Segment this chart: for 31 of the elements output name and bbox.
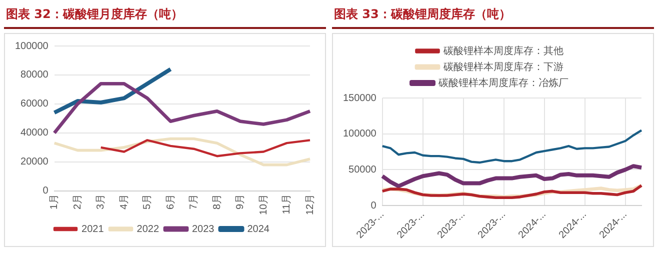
x-tick-label: 1月 bbox=[49, 194, 60, 210]
y-tick-label: 80000 bbox=[20, 70, 49, 81]
y-tick-label: 0 bbox=[42, 186, 49, 197]
y-tick-label: 20000 bbox=[20, 156, 49, 168]
y-tick-label: 100000 bbox=[342, 128, 377, 140]
y-tick-label: 100000 bbox=[14, 40, 49, 52]
legend-label: 2021 bbox=[82, 224, 104, 235]
x-tick-label: 9月 bbox=[235, 194, 246, 210]
x-tick-label: 6月 bbox=[165, 194, 176, 210]
x-tick-label: 5月 bbox=[142, 194, 154, 210]
y-tick-label: 150000 bbox=[342, 92, 377, 104]
x-tick-label: 10月 bbox=[258, 194, 270, 215]
chart-title: 图表 33：碳酸锂周度库存（吨） bbox=[332, 4, 654, 29]
y-tick-label: 50000 bbox=[348, 164, 377, 176]
legend-label: 2022 bbox=[136, 224, 160, 235]
y-tick-label: 0 bbox=[370, 200, 377, 212]
legend-label: 碳酸锂样本周度库存：下游 bbox=[442, 60, 564, 73]
y-tick-label: 60000 bbox=[20, 98, 49, 110]
x-tick-label: 2月 bbox=[72, 194, 84, 210]
legend-label: 2024 bbox=[247, 224, 270, 235]
legend-label: 2023 bbox=[192, 224, 215, 235]
chart-title: 图表 32：碳酸锂月度库存（吨） bbox=[4, 4, 326, 29]
x-tick-label: 3月 bbox=[96, 194, 107, 210]
legend-label: 碳酸锂样本周度库存：冶炼厂 bbox=[438, 76, 568, 89]
x-tick-label: 7月 bbox=[188, 194, 200, 210]
x-tick-label: 4月 bbox=[118, 194, 130, 210]
legend-label: 碳酸锂样本周度库存：其他 bbox=[442, 44, 564, 57]
x-tick-label: 8月 bbox=[212, 194, 223, 210]
x-tick-label: 12月 bbox=[304, 194, 316, 215]
y-tick-label: 40000 bbox=[20, 128, 49, 139]
x-tick-label: 11月 bbox=[282, 194, 293, 214]
